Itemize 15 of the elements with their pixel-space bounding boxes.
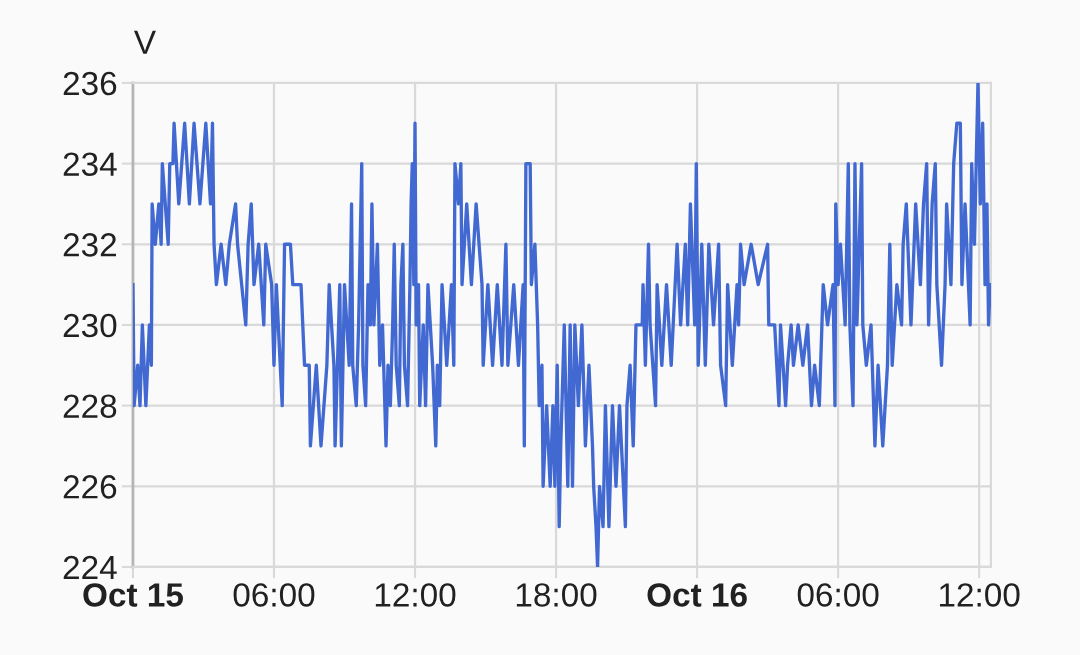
y-tick-label: 234 [63, 152, 117, 176]
y-tick-label: 224 [63, 555, 117, 580]
x-tick-label: Oct 16 [647, 583, 747, 607]
y-axis-title: V [133, 30, 156, 54]
x-tick-label: 12:00 [375, 583, 456, 607]
y-tick-label: 232 [63, 233, 116, 257]
y-tick-label: 230 [63, 313, 117, 338]
x-tick-label: Oct 15 [83, 583, 183, 607]
x-tick-label: 18:00 [516, 583, 597, 607]
x-tick-label: 06:00 [797, 583, 879, 607]
y-tick-label: 226 [63, 475, 117, 499]
x-tick-label: 06:00 [233, 583, 315, 607]
y-tick-label: 236 [63, 71, 117, 96]
x-tick-label: 12:00 [939, 583, 1020, 607]
y-tick-label: 228 [63, 394, 117, 419]
